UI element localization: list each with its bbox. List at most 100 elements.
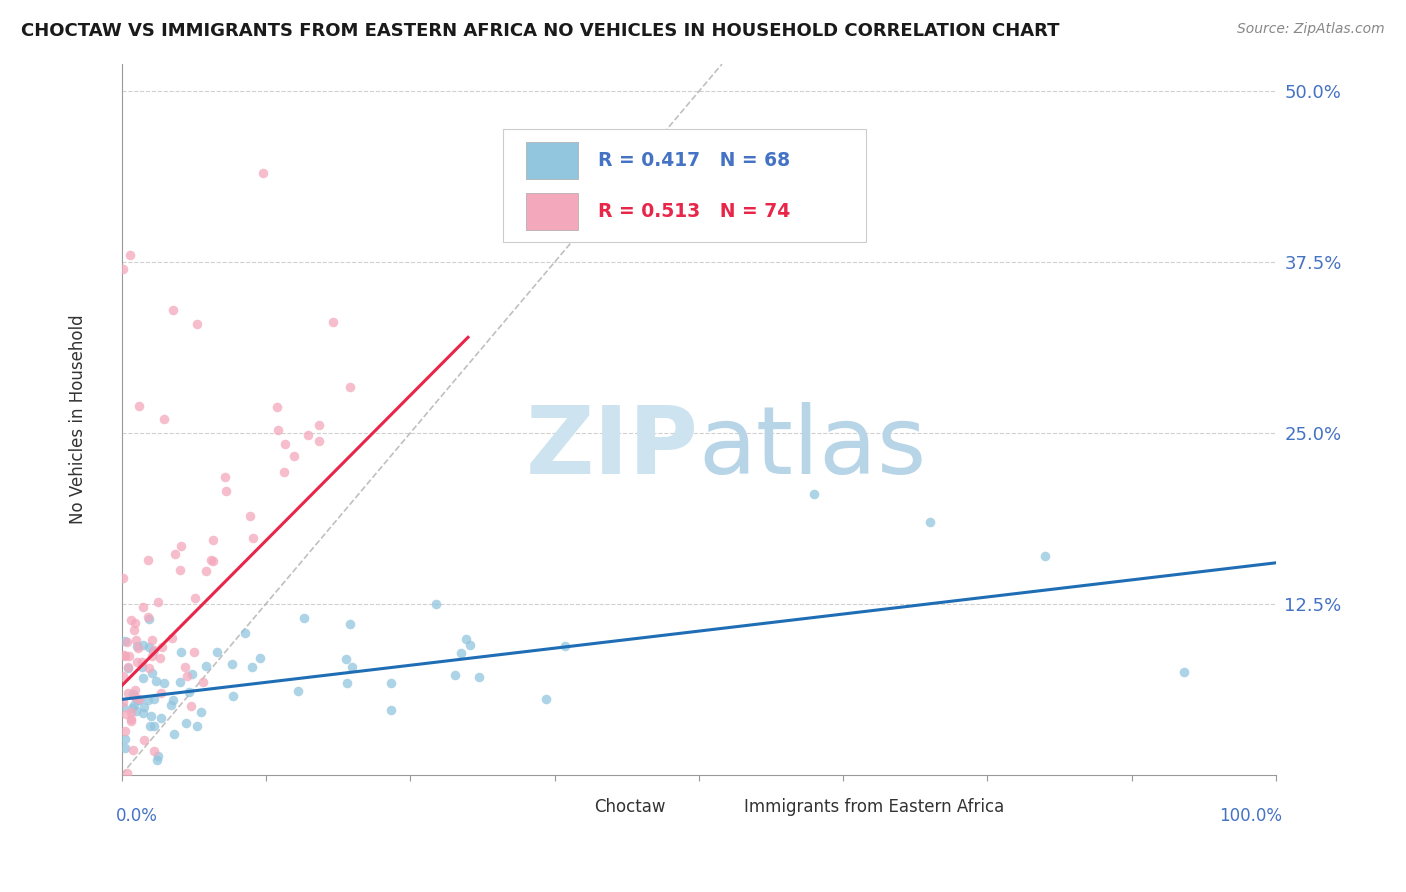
Point [142,644,165,658]
Point [153,676,176,690]
Point [221,657,243,671]
Text: No Vehicles in Household: No Vehicles in Household [69,315,87,524]
Point [205,645,228,659]
Point [117,660,139,674]
Text: Source: ZipAtlas.com: Source: ZipAtlas.com [1237,22,1385,37]
Point [292,611,315,625]
Point [128,399,150,413]
Point [132,700,155,714]
Point [142,744,165,758]
Point [111,262,134,277]
Point [176,669,198,683]
Point [174,716,197,731]
Point [114,741,136,756]
Point [297,427,319,442]
Point [163,727,186,741]
Point [180,667,202,681]
Point [132,638,155,652]
Point [115,635,138,649]
Point [142,719,165,733]
Point [150,640,173,655]
Point [127,640,149,654]
Point [132,733,155,747]
Point [132,706,155,720]
Text: 100.0%: 100.0% [1219,806,1282,824]
Point [139,718,162,732]
Point [128,693,150,707]
Point [148,748,170,763]
Point [340,660,363,674]
Point [202,554,225,568]
Point [425,597,447,611]
Point [136,553,159,567]
Point [117,685,139,699]
Point [554,639,576,653]
Point [114,634,136,648]
Point [114,648,136,663]
Point [454,632,477,647]
Point [162,631,184,645]
Point [138,610,160,624]
Point [160,698,183,713]
Point [444,667,467,681]
Point [138,640,160,654]
Point [150,686,173,700]
Point [803,487,825,501]
Point [184,591,207,606]
Point [183,645,205,659]
Point [194,659,217,673]
FancyBboxPatch shape [554,797,579,820]
Text: R = 0.513   N = 74: R = 0.513 N = 74 [599,202,790,220]
Point [190,705,212,719]
Point [339,379,361,393]
Point [121,743,143,757]
Point [1173,665,1195,679]
Point [468,670,491,684]
Point [335,652,357,666]
Point [169,675,191,690]
Point [111,571,134,585]
Point [117,766,139,780]
Text: Choctaw: Choctaw [593,797,665,816]
Point [267,423,290,437]
Text: atlas: atlas [699,401,927,494]
Point [170,645,193,659]
Point [146,753,169,767]
Point [179,685,201,699]
Point [115,707,138,722]
Point [114,724,136,739]
Point [380,676,402,690]
Point [124,615,146,630]
Point [322,315,344,329]
Point [120,613,142,627]
FancyBboxPatch shape [502,129,866,242]
Point [127,641,149,656]
Point [138,612,160,626]
Point [214,469,236,483]
Point [117,661,139,675]
Point [132,599,155,614]
Point [112,695,135,709]
Text: R = 0.417   N = 68: R = 0.417 N = 68 [599,151,790,170]
Point [142,642,165,657]
Point [1033,549,1056,563]
Point [111,669,134,683]
Point [131,655,153,669]
Point [287,684,309,698]
Point [146,595,169,609]
Point [149,711,172,725]
Point [122,698,145,712]
Point [141,648,163,663]
Point [114,732,136,747]
Point [450,646,472,660]
Point [112,648,135,662]
Point [118,648,141,663]
Point [121,701,143,715]
Text: CHOCTAW VS IMMIGRANTS FROM EASTERN AFRICA NO VEHICLES IN HOUSEHOLD CORRELATION C: CHOCTAW VS IMMIGRANTS FROM EASTERN AFRIC… [21,22,1060,40]
Text: Immigrants from Eastern Africa: Immigrants from Eastern Africa [744,797,1004,816]
Point [240,660,263,674]
Point [120,714,142,728]
Point [534,691,557,706]
Point [274,437,297,451]
Point [200,553,222,567]
